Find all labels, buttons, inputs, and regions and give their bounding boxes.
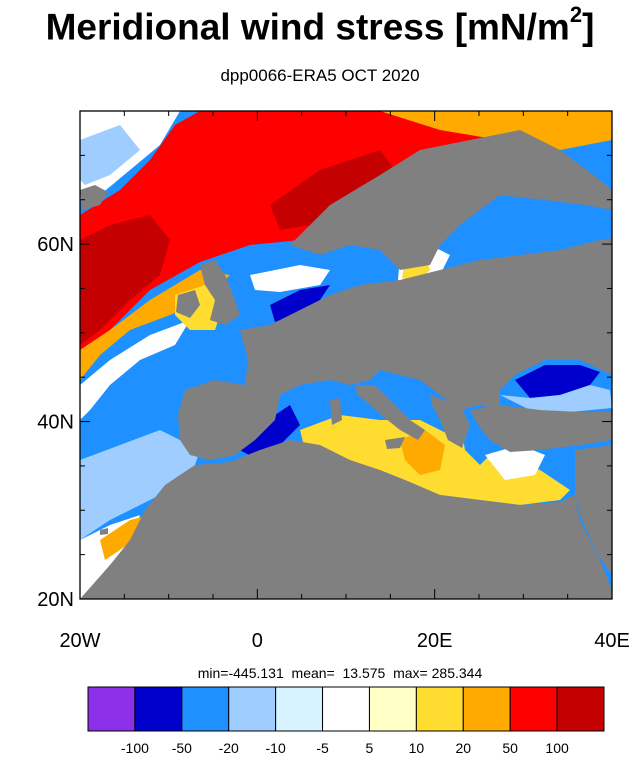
colorbar-label: 10	[409, 740, 425, 756]
field-blue-north-sea	[270, 285, 330, 322]
colorbar-swatch	[322, 686, 370, 732]
land-masses	[80, 130, 612, 599]
colorbar-swatch	[181, 686, 230, 732]
land-ireland	[176, 290, 200, 318]
field-orange-northeast	[380, 111, 612, 150]
land-africa	[80, 440, 612, 599]
x-tick-label: 0	[252, 630, 263, 652]
land-italy	[355, 385, 425, 440]
land-scandinavia	[290, 130, 612, 270]
field-darkred-norway	[270, 150, 395, 230]
x-tick-label: 20E	[417, 630, 453, 652]
land-iceland	[80, 185, 108, 210]
land-sicily	[385, 437, 405, 449]
field-white-east-med	[485, 445, 545, 480]
colorbar-swatch	[134, 686, 183, 732]
y-tick-label: 40N	[37, 412, 74, 434]
field-lightblue-northwest	[80, 125, 140, 185]
colorbar: -100 -50 -20 -10 -5 5 10 20 50 100	[87, 686, 605, 756]
field-orange-central-med	[400, 430, 445, 475]
colorbar-label: 5	[366, 740, 374, 756]
colorbar-label: -100	[121, 740, 149, 756]
stats-line: min=-445.131 mean= 13.575 max= 285.344	[197, 665, 483, 681]
colorbar-swatch	[275, 686, 324, 732]
x-tick-label: 40E	[594, 630, 630, 652]
axis-ticks: 20W 0 20E 40E 20N 40N 60N	[37, 110, 630, 652]
land-greece-balkans	[430, 395, 470, 448]
map-title: Meridional wind stress [mN/m2]	[45, 2, 595, 48]
land-uk	[200, 260, 240, 325]
colorbar-swatch	[415, 686, 464, 732]
land-sardinia	[330, 398, 342, 425]
colorbar-label: 100	[545, 740, 569, 756]
colorbar-label: 20	[455, 740, 471, 756]
colorbar-swatch	[368, 686, 417, 732]
colorbar-swatch	[228, 686, 277, 732]
land-turkey	[470, 405, 612, 452]
land-iberia	[178, 380, 280, 460]
field-white-north-sea	[250, 265, 330, 292]
land-continental-europe	[240, 238, 612, 410]
field-darkred-atlantic	[80, 215, 170, 345]
x-tick-label: 20W	[59, 630, 100, 652]
land-middle-east	[575, 445, 612, 575]
field-lightblue-black-sea	[500, 385, 612, 412]
map-plot-area	[80, 111, 612, 599]
map-subtitle: dpp0066-ERA5 OCT 2020	[220, 66, 420, 85]
land-canary-islands	[100, 528, 108, 535]
colorbar-label: -5	[316, 740, 329, 756]
y-tick-label: 20N	[37, 589, 74, 611]
colorbar-swatch	[462, 686, 511, 732]
colorbar-label: -20	[219, 740, 239, 756]
colorbar-swatch	[509, 686, 558, 732]
colorbar-swatch	[87, 686, 136, 732]
colorbar-label: -50	[172, 740, 192, 756]
colorbar-label: 50	[502, 740, 518, 756]
colorbar-label: -10	[266, 740, 286, 756]
field-lightblue-atlantic-south	[80, 430, 200, 540]
field-blue-black-sea	[515, 365, 600, 398]
field-white-atlantic	[80, 320, 190, 420]
y-tick-label: 60N	[37, 234, 74, 256]
colorbar-swatch	[556, 686, 605, 732]
